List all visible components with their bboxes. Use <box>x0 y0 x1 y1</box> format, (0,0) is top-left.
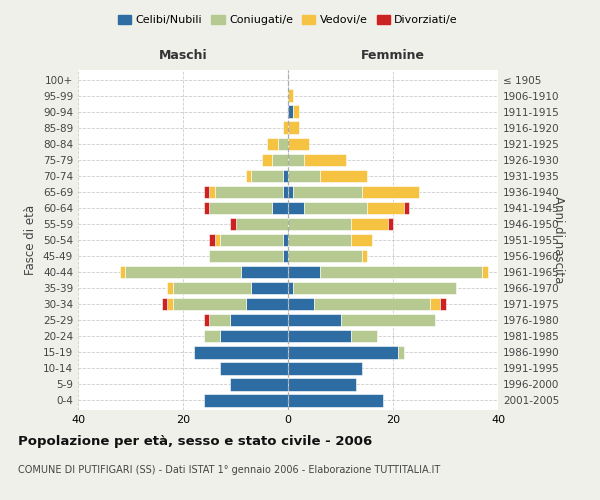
Bar <box>204 394 288 406</box>
Bar <box>288 378 356 390</box>
Bar <box>288 170 320 182</box>
Bar <box>204 314 209 326</box>
Bar <box>209 186 215 198</box>
Bar <box>361 250 367 262</box>
Bar <box>204 186 209 198</box>
Bar <box>241 266 288 278</box>
Text: COMUNE DI PUTIFIGARI (SS) - Dati ISTAT 1° gennaio 2006 - Elaborazione TUTTITALIA: COMUNE DI PUTIFIGARI (SS) - Dati ISTAT 1… <box>18 465 440 475</box>
Bar <box>304 202 367 214</box>
Bar <box>288 266 320 278</box>
Bar <box>120 266 125 278</box>
Bar <box>288 154 304 166</box>
Bar <box>209 314 230 326</box>
Text: Maschi: Maschi <box>158 49 208 62</box>
Bar <box>388 218 393 230</box>
Bar <box>288 138 309 150</box>
Bar <box>304 154 346 166</box>
Bar <box>293 186 361 198</box>
Bar <box>288 314 341 326</box>
Bar <box>173 282 251 294</box>
Bar <box>351 234 372 246</box>
Bar <box>288 346 398 358</box>
Bar <box>283 170 288 182</box>
Bar <box>351 330 377 342</box>
Bar <box>320 170 367 182</box>
Bar <box>288 394 383 406</box>
Bar <box>251 170 283 182</box>
Bar <box>440 298 445 310</box>
Bar <box>293 106 299 118</box>
Bar <box>209 234 215 246</box>
Bar <box>288 106 293 118</box>
Bar <box>230 218 235 230</box>
Y-axis label: Anni di nascita: Anni di nascita <box>552 196 565 284</box>
Bar <box>220 362 288 374</box>
Bar <box>272 202 288 214</box>
Bar <box>288 250 361 262</box>
Text: Popolazione per età, sesso e stato civile - 2006: Popolazione per età, sesso e stato civil… <box>18 435 372 448</box>
Bar <box>235 218 288 230</box>
Bar <box>288 330 351 342</box>
Bar <box>204 330 220 342</box>
Bar <box>230 378 288 390</box>
Bar <box>351 218 388 230</box>
Y-axis label: Fasce di età: Fasce di età <box>25 205 37 275</box>
Bar <box>209 202 272 214</box>
Bar <box>167 282 173 294</box>
Bar <box>283 234 288 246</box>
Bar <box>288 282 293 294</box>
Bar <box>320 266 482 278</box>
Bar <box>193 346 288 358</box>
Bar <box>288 218 351 230</box>
Bar <box>209 250 283 262</box>
Bar <box>230 314 288 326</box>
Bar <box>398 346 404 358</box>
Bar <box>267 138 277 150</box>
Legend: Celibi/Nubili, Coniugati/e, Vedovi/e, Divorziati/e: Celibi/Nubili, Coniugati/e, Vedovi/e, Di… <box>113 10 463 30</box>
Text: Femmine: Femmine <box>361 49 425 62</box>
Bar <box>288 234 351 246</box>
Bar <box>277 138 288 150</box>
Bar <box>288 362 361 374</box>
Bar <box>283 122 288 134</box>
Bar <box>215 186 283 198</box>
Bar <box>482 266 487 278</box>
Bar <box>361 186 419 198</box>
Bar <box>283 250 288 262</box>
Bar <box>220 234 283 246</box>
Bar <box>246 170 251 182</box>
Bar <box>220 330 288 342</box>
Bar <box>430 298 440 310</box>
Bar <box>293 282 456 294</box>
Bar <box>272 154 288 166</box>
Bar <box>288 186 293 198</box>
Bar <box>246 298 288 310</box>
Bar <box>262 154 272 166</box>
Bar <box>314 298 430 310</box>
Bar <box>167 298 173 310</box>
Bar <box>288 298 314 310</box>
Bar <box>367 202 404 214</box>
Bar <box>173 298 246 310</box>
Bar <box>288 122 299 134</box>
Bar <box>404 202 409 214</box>
Bar <box>215 234 220 246</box>
Bar <box>162 298 167 310</box>
Bar <box>204 202 209 214</box>
Bar <box>288 202 304 214</box>
Bar <box>283 186 288 198</box>
Bar <box>341 314 435 326</box>
Bar <box>251 282 288 294</box>
Bar <box>125 266 241 278</box>
Bar <box>288 90 293 102</box>
